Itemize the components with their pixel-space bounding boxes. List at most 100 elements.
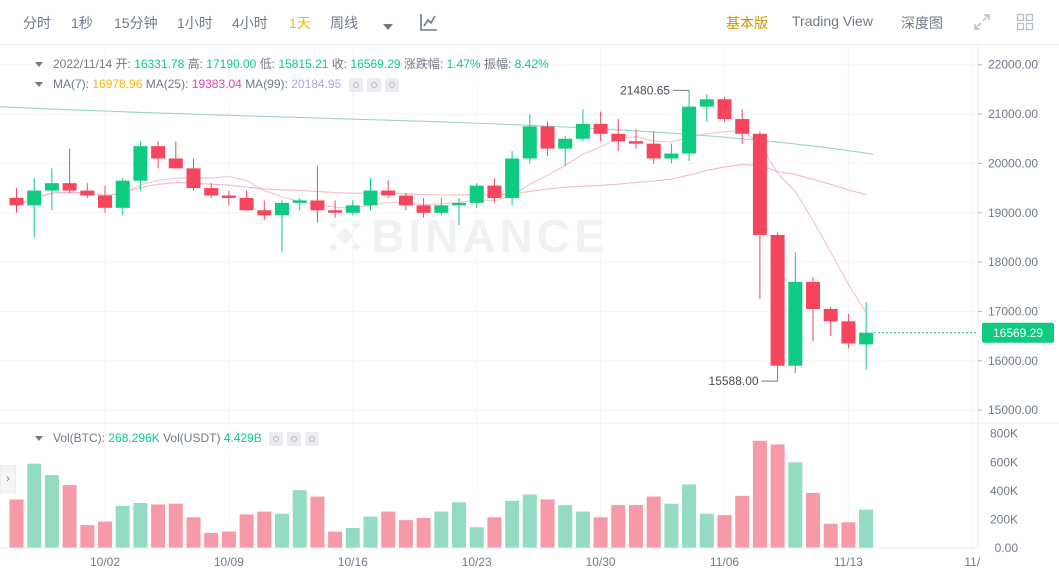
- volume-bar: [257, 511, 272, 548]
- interval-toolbar: 分时 1秒 15分钟 1小时 4小时 1天 周线 基本版 Trading Vie…: [0, 0, 1059, 44]
- candle-body: [522, 126, 537, 159]
- volume-bar: [699, 513, 714, 548]
- volume-tick-label: 200K: [990, 512, 1018, 526]
- volume-bar: [487, 517, 502, 548]
- candle-body: [717, 99, 732, 120]
- candle-body: [629, 141, 643, 144]
- time-tick-label: 11/: [964, 555, 980, 569]
- volume-bar: [151, 504, 166, 548]
- candle-body: [221, 195, 236, 198]
- volume-bar: [398, 520, 413, 548]
- candle-body: [752, 133, 767, 235]
- time-tick-label: 10/23: [462, 555, 492, 569]
- ma-legend: MA(7): 16978.96 MA(25): 19383.04 MA(99):…: [35, 77, 399, 92]
- collapse-ma-icon[interactable]: [35, 82, 43, 88]
- ma-visibility-icon[interactable]: [366, 77, 381, 92]
- volume-bar: [115, 505, 130, 548]
- volume-bar: [664, 503, 679, 548]
- ma99-value: 20184.95: [291, 77, 342, 91]
- volume-bar: [363, 516, 378, 548]
- view-depth[interactable]: 深度图: [901, 15, 943, 31]
- candle-body: [788, 281, 803, 366]
- volume-bar: [80, 525, 95, 548]
- ma-close-icon[interactable]: [384, 77, 399, 92]
- candle-body: [98, 195, 112, 208]
- price-tick-label: 21000.00: [988, 107, 1038, 121]
- volume-bar: [522, 494, 537, 548]
- volume-bar: [770, 444, 785, 548]
- volume-tick-label: 0.00: [995, 541, 1019, 555]
- candle-body: [151, 146, 166, 159]
- volume-bar: [133, 503, 148, 548]
- volume-bar: [575, 511, 590, 548]
- price-tick-label: 17000.00: [988, 304, 1038, 318]
- binance-logo-watermark: [329, 220, 361, 252]
- candle-body: [611, 133, 626, 142]
- volume-bar: [292, 490, 307, 548]
- candle-body: [416, 205, 431, 213]
- collapse-legend-icon[interactable]: [35, 62, 43, 68]
- candle-body: [363, 190, 378, 206]
- volume-bar: [682, 484, 697, 548]
- volume-bar: [434, 511, 449, 548]
- volume-bar: [717, 515, 732, 548]
- candle-body: [204, 188, 219, 196]
- candle-body: [257, 210, 272, 216]
- price-tick-label: 20000.00: [988, 156, 1038, 170]
- ma-settings-icon[interactable]: [348, 77, 363, 92]
- candle-body: [575, 123, 590, 139]
- volume-bar: [310, 496, 325, 548]
- candle-body: [44, 183, 59, 191]
- volume-bar: [593, 517, 608, 548]
- binance-watermark: BINANCE: [371, 210, 609, 262]
- volume-bar: [204, 533, 219, 548]
- layout-grid-icon[interactable]: [1016, 13, 1034, 36]
- ohlc-legend: 2022/11/14 开: 16331.78 高: 17190.00 低: 15…: [35, 55, 549, 72]
- volume-visibility-icon[interactable]: [287, 431, 302, 446]
- candle-body: [735, 119, 750, 134]
- volume-legend: Vol(BTC): 268.296K Vol(USDT) 4.429B: [35, 431, 320, 446]
- volume-bar: [540, 499, 555, 548]
- more-intervals-dropdown-icon[interactable]: [383, 18, 393, 36]
- view-tradingview[interactable]: Trading View: [792, 13, 873, 29]
- volume-bar: [9, 499, 24, 548]
- fullscreen-icon[interactable]: [973, 13, 991, 36]
- view-basic[interactable]: 基本版: [726, 15, 768, 31]
- volume-bar: [452, 502, 466, 548]
- ma25-line: [16, 163, 867, 206]
- volume-bar: [735, 495, 750, 548]
- volume-bar: [823, 523, 838, 548]
- candle-body: [310, 200, 325, 211]
- volume-bar: [505, 500, 520, 548]
- volume-bar: [345, 528, 360, 548]
- interval-weekly[interactable]: 周线: [330, 15, 358, 31]
- volume-bar: [752, 440, 767, 548]
- candle-body: [841, 321, 856, 344]
- candle-body: [292, 200, 307, 203]
- candle-body: [469, 185, 484, 203]
- candle-body: [699, 99, 714, 107]
- expand-panel-chevron-icon[interactable]: ›: [0, 465, 16, 493]
- interval-time-sharing[interactable]: 分时: [23, 15, 51, 31]
- volume-close-icon[interactable]: [305, 431, 320, 446]
- indicator-chart-icon[interactable]: [419, 12, 439, 37]
- interval-1s[interactable]: 1秒: [71, 15, 93, 31]
- interval-1h[interactable]: 1小时: [177, 15, 213, 31]
- volume-settings-icon[interactable]: [269, 431, 284, 446]
- candle-body: [345, 205, 360, 213]
- price-tick-label: 15000.00: [988, 403, 1038, 417]
- last-price-label: 16569.29: [993, 326, 1043, 340]
- interval-1d[interactable]: 1天: [289, 15, 311, 31]
- max-price-label: 21480.65: [620, 83, 670, 97]
- interval-4h[interactable]: 4小时: [232, 15, 268, 31]
- ma7-value: 16978.96: [92, 77, 143, 91]
- candle-body: [328, 210, 343, 213]
- candle-body: [27, 190, 42, 206]
- candle-body: [168, 158, 183, 169]
- volume-bar: [629, 505, 643, 548]
- interval-15m[interactable]: 15分钟: [114, 15, 158, 31]
- candle-body: [806, 281, 820, 309]
- time-tick-label: 10/16: [338, 555, 368, 569]
- collapse-volume-icon[interactable]: [35, 436, 43, 442]
